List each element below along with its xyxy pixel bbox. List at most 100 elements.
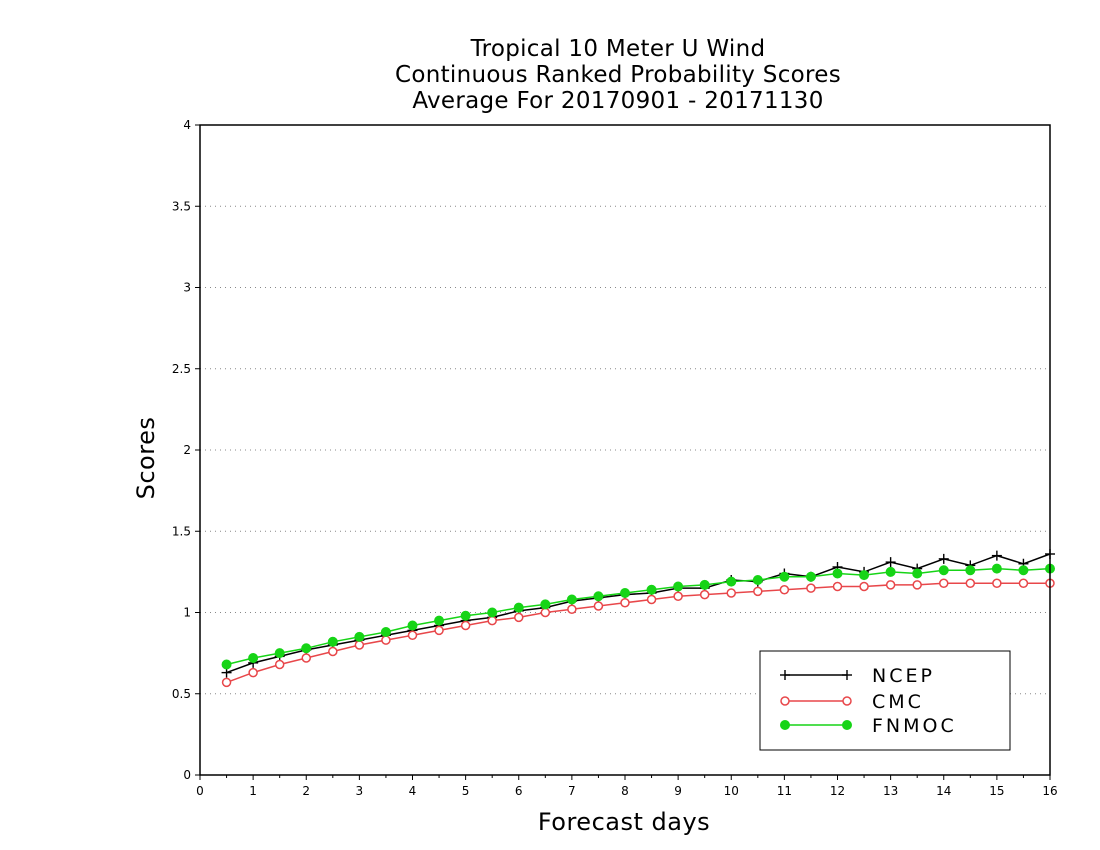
data-point-ncep	[938, 553, 949, 564]
x-tick-label: 11	[777, 784, 792, 798]
x-tick-label: 13	[883, 784, 898, 798]
x-tick-label: 5	[462, 784, 470, 798]
y-tick-label: 3	[183, 281, 191, 295]
data-point-cmc	[381, 635, 391, 645]
series-line-ncep	[226, 553, 1051, 674]
data-point-fnmoc	[699, 579, 710, 590]
legend-item-ncep: NCEP	[780, 665, 932, 687]
data-point-fnmoc	[646, 584, 657, 595]
y-tick-label: 2.5	[172, 362, 191, 376]
data-point-cmc	[460, 620, 471, 631]
data-point-fnmoc	[513, 602, 524, 613]
data-point-fnmoc	[620, 588, 630, 598]
legend-marker-cmc	[780, 696, 790, 706]
data-point-cmc	[354, 640, 365, 650]
x-tick-label: 3	[356, 784, 364, 798]
data-point-cmc	[301, 653, 311, 663]
data-point-fnmoc	[540, 599, 551, 610]
data-point-cmc	[885, 580, 896, 590]
data-point-cmc	[567, 604, 577, 614]
data-point-fnmoc	[407, 620, 418, 631]
legend-label-fnmoc: FNMOC	[872, 715, 957, 737]
y-tick-label: 4	[183, 118, 191, 132]
x-tick-label: 1	[249, 784, 257, 798]
data-point-fnmoc	[593, 591, 604, 602]
x-tick-label: 16	[1042, 784, 1057, 798]
data-point-fnmoc	[752, 575, 763, 585]
y-tick-label: 1.5	[172, 524, 191, 538]
data-point-cmc	[514, 612, 524, 623]
data-point-fnmoc	[832, 568, 843, 579]
data-point-fnmoc	[673, 581, 684, 592]
series-fnmoc	[221, 563, 1055, 670]
x-tick-label: 2	[302, 784, 310, 798]
data-point-cmc	[673, 591, 683, 601]
legend-marker-fnmoc	[780, 720, 790, 730]
legend-marker-ncep	[842, 670, 852, 680]
data-point-fnmoc	[566, 594, 577, 605]
x-tick-label: 0	[196, 784, 204, 798]
data-point-cmc	[221, 677, 232, 688]
data-point-fnmoc	[274, 648, 285, 659]
data-point-fnmoc	[726, 576, 737, 587]
data-point-fnmoc	[380, 627, 391, 637]
data-point-fnmoc	[912, 568, 923, 579]
data-point-fnmoc	[885, 566, 896, 577]
data-point-fnmoc	[965, 565, 976, 576]
data-point-fnmoc	[221, 659, 232, 670]
data-point-fnmoc	[859, 570, 870, 581]
series-cmc	[221, 578, 1055, 688]
data-point-fnmoc	[938, 565, 949, 576]
x-tick-label: 14	[936, 784, 951, 798]
data-point-cmc	[939, 578, 949, 588]
data-point-cmc	[434, 625, 444, 636]
series-line-fnmoc	[226, 567, 1051, 666]
axis-ticks: 00.511.522.533.540 1 2 3 4 5 6 7 8 9 10 11 12 13 14 15 1…	[172, 118, 1058, 798]
data-point-ncep	[991, 550, 1002, 561]
data-point-cmc	[487, 615, 497, 626]
data-point-fnmoc	[460, 610, 471, 621]
data-point-fnmoc	[991, 563, 1002, 574]
legend-item-fnmoc: FNMOC	[780, 715, 957, 737]
data-point-fnmoc	[805, 571, 816, 582]
data-point-cmc	[646, 594, 657, 605]
data-point-cmc	[912, 580, 922, 590]
data-point-cmc	[832, 581, 843, 592]
data-point-cmc	[1018, 578, 1029, 588]
x-tick-label: 12	[830, 784, 845, 798]
y-tick-label: 0.5	[172, 687, 191, 701]
data-point-cmc	[593, 601, 604, 611]
legend-label-cmc: CMC	[872, 691, 924, 713]
data-point-cmc	[753, 586, 763, 597]
data-point-cmc	[859, 581, 869, 592]
data-point-cmc	[965, 578, 976, 588]
legend-marker-fnmoc	[842, 720, 852, 730]
y-tick-label: 1	[183, 606, 191, 620]
data-point-cmc	[248, 667, 258, 678]
y-tick-label: 3.5	[172, 199, 191, 213]
x-tick-label: 8	[621, 784, 629, 798]
legend-marker-ncep	[780, 670, 790, 680]
y-tick-label: 0	[183, 768, 191, 782]
y-axis-label: Scores	[132, 416, 160, 500]
chart-title-line-1: Tropical 10 Meter U Wind	[470, 36, 766, 62]
data-point-cmc	[699, 589, 710, 600]
y-tick-label: 2	[183, 443, 191, 457]
plot-frame	[199, 124, 1051, 776]
x-tick-label: 4	[409, 784, 417, 798]
legend-marker-cmc	[842, 696, 852, 706]
data-point-cmc	[274, 659, 285, 670]
data-point-cmc	[620, 598, 630, 608]
x-tick-label: 9	[674, 784, 682, 798]
data-point-cmc	[992, 578, 1002, 588]
data-point-cmc	[328, 646, 338, 657]
data-point-cmc	[726, 588, 736, 598]
gridlines	[200, 205, 1050, 695]
data-point-fnmoc	[301, 643, 312, 654]
x-axis-label: Forecast days	[537, 808, 711, 836]
data-point-fnmoc	[434, 615, 445, 626]
chart-title-line-3: Average For 20170901 - 20171130	[412, 88, 824, 114]
chart-title-line-2: Continuous Ranked Probability Scores	[394, 62, 841, 88]
